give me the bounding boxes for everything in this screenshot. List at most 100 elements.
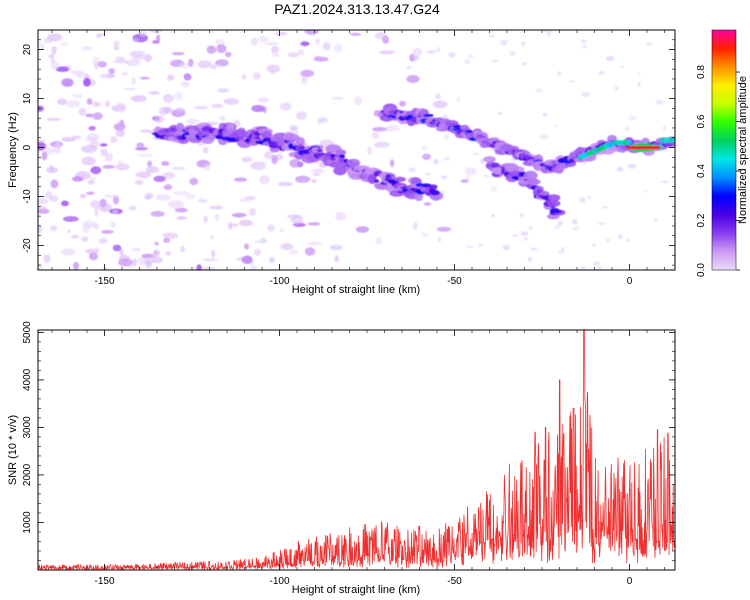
spectral-cell [241,156,253,163]
colorbar: 0.0 0.2 0.4 0.6 0.8 Normalized spectral ampl… [696,29,749,277]
x-tick-label: 0 [627,576,633,587]
spectral-cell [163,106,173,114]
spectral-cell [287,52,299,58]
spectral-cell [301,75,308,85]
spectral-cell [592,243,596,247]
spectral-cell [252,72,261,80]
spectral-cell [592,261,601,266]
spectral-cell [491,186,497,192]
spectral-cell [480,158,484,165]
spectral-cell [335,149,347,156]
spectral-cell [554,124,559,128]
spectral-cell [143,54,153,62]
spectral-cell [103,194,119,198]
spectral-cell [459,124,470,131]
spectral-cell [311,178,317,184]
spectral-cell [346,158,361,167]
spectral-cell [206,45,217,54]
colorbar-tick-label: 0.0 [696,263,707,277]
spectral-cell [38,42,46,51]
spectral-cell [163,237,171,243]
spectral-cell [312,172,321,177]
spectral-cell [211,249,216,258]
spectral-cell [288,249,298,255]
spectral-cell [425,172,432,177]
spectral-cell [110,221,116,228]
spectral-cell [132,37,140,43]
spectral-cell [217,88,230,93]
spectral-cell [251,104,265,113]
spectral-cell [140,76,150,80]
spectral-cell [539,190,550,196]
snr-axes: -150 -100 -50 0 1000 2000 3000 4000 5000 [22,321,675,587]
spectral-cell [123,87,137,91]
spectral-cell [333,43,343,53]
spectral-cell [281,243,293,250]
spectral-cell [130,95,147,102]
spectral-cell [70,234,80,239]
spectral-cell [96,34,101,39]
spectral-cell [61,78,74,87]
spectral-cell [409,53,415,62]
spectral-cell [41,151,48,161]
spectral-cell [466,175,470,179]
spectral-cell [171,166,186,171]
spectral-cell [626,238,631,243]
spectral-cell [197,198,208,203]
spectral-cell [643,189,648,193]
spectral-cell [382,35,390,44]
spectral-cell [241,74,247,80]
spectral-cell [558,249,565,254]
spectral-cell [46,117,62,121]
y-tick-label: 2000 [22,463,33,486]
spectral-cell [216,44,227,54]
colorbar-label: Normalized spectral amplitude [737,76,749,224]
spectral-cell [406,75,420,84]
spectral-cell [483,156,496,163]
spectral-cell [118,258,133,267]
y-tick-label: 1000 [22,511,33,534]
spectral-cell [72,261,79,270]
spectral-cell [163,171,176,180]
spectral-cell [81,144,98,154]
x-tick-label: 0 [627,276,633,287]
spectral-cell [154,115,165,123]
spectrogram-ylabel: Frequency (Hz) [7,112,19,188]
spectral-cell [113,40,120,47]
spectral-cell [150,210,165,217]
spectral-cell [62,216,79,222]
spectral-cell [571,226,581,231]
spectral-cell [275,31,288,36]
spectral-cell [464,167,477,176]
colorbar-gradient [711,29,737,271]
spectral-cell [373,141,390,148]
spectral-cell [61,136,76,142]
spectral-cell [467,54,475,59]
spectral-cell [254,249,261,256]
spectral-cell [264,151,274,159]
spectral-cell [99,73,115,79]
spectral-cell [88,125,96,131]
spectral-cell [203,215,208,223]
spectral-cell [618,234,623,240]
x-tick-label: -50 [447,276,462,287]
spectral-cell [82,224,90,233]
spectral-cell [597,222,607,225]
spectral-cell [115,56,126,61]
spectral-cell [163,184,173,190]
y-tick-label: 4000 [22,368,33,391]
x-tick-label: -150 [94,576,114,587]
spectral-cell [153,175,166,183]
spectral-cell [253,161,267,165]
spectral-cell [43,37,54,44]
spectral-cell [175,107,185,114]
spectral-cell [137,153,154,158]
spectral-cell [547,199,561,207]
spectral-cell [304,30,319,35]
spectral-cell [408,167,416,173]
spectral-cell [146,166,160,173]
spectral-cell [38,141,47,151]
spectral-cell [654,145,661,150]
